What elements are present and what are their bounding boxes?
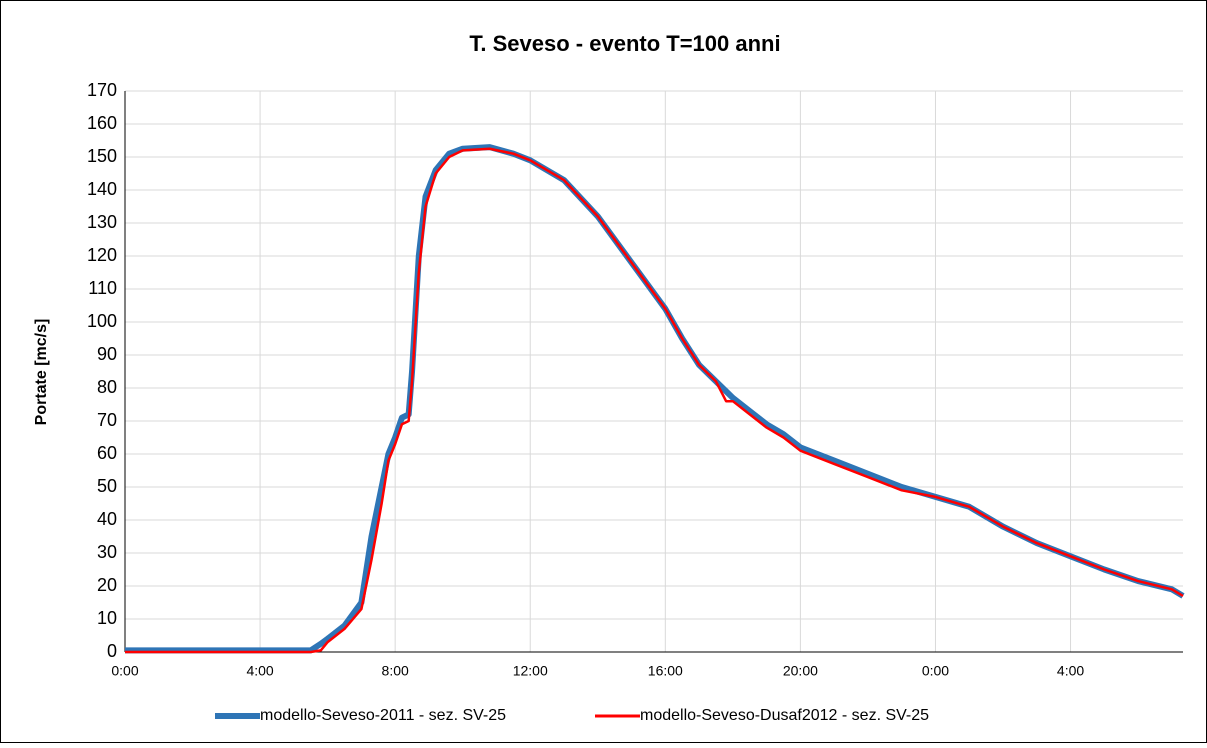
y-tick-label: 60 xyxy=(97,443,117,463)
y-tick-label: 70 xyxy=(97,410,117,430)
x-tick-label: 0:00 xyxy=(922,663,949,679)
y-tick-label: 50 xyxy=(97,476,117,496)
y-tick-label: 110 xyxy=(88,278,117,298)
y-tick-label: 90 xyxy=(97,344,117,364)
y-tick-label: 30 xyxy=(97,542,117,562)
x-tick-label: 8:00 xyxy=(382,663,409,679)
y-tick-label: 130 xyxy=(87,212,117,232)
x-tick-label: 4:00 xyxy=(1057,663,1084,679)
y-tick-label: 150 xyxy=(87,146,117,166)
y-axis-label: Portate [mc/s] xyxy=(33,319,50,426)
series-line xyxy=(125,147,1184,654)
x-tick-label: 12:00 xyxy=(513,663,548,679)
y-tick-label: 80 xyxy=(97,377,117,397)
y-tick-label: 40 xyxy=(97,509,117,529)
y-tick-label: 170 xyxy=(87,80,117,100)
y-tick-label: 20 xyxy=(97,575,117,595)
chart-title: T. Seveso - evento T=100 anni xyxy=(469,31,780,56)
y-tick-label: 100 xyxy=(87,311,117,331)
y-tick-label: 0 xyxy=(107,641,117,661)
y-tick-label: 10 xyxy=(97,608,117,628)
x-tick-label: 16:00 xyxy=(648,663,683,679)
legend-label: modello-Seveso-Dusaf2012 - sez. SV-25 xyxy=(640,707,929,724)
x-tick-label: 4:00 xyxy=(246,663,273,679)
y-tick-label: 120 xyxy=(87,245,117,265)
y-tick-label: 160 xyxy=(87,113,117,133)
x-tick-label: 20:00 xyxy=(783,663,818,679)
y-tick-label: 140 xyxy=(87,179,117,199)
x-tick-label: 0:00 xyxy=(111,663,138,679)
legend-label: modello-Seveso-2011 - sez. SV-25 xyxy=(260,707,506,724)
